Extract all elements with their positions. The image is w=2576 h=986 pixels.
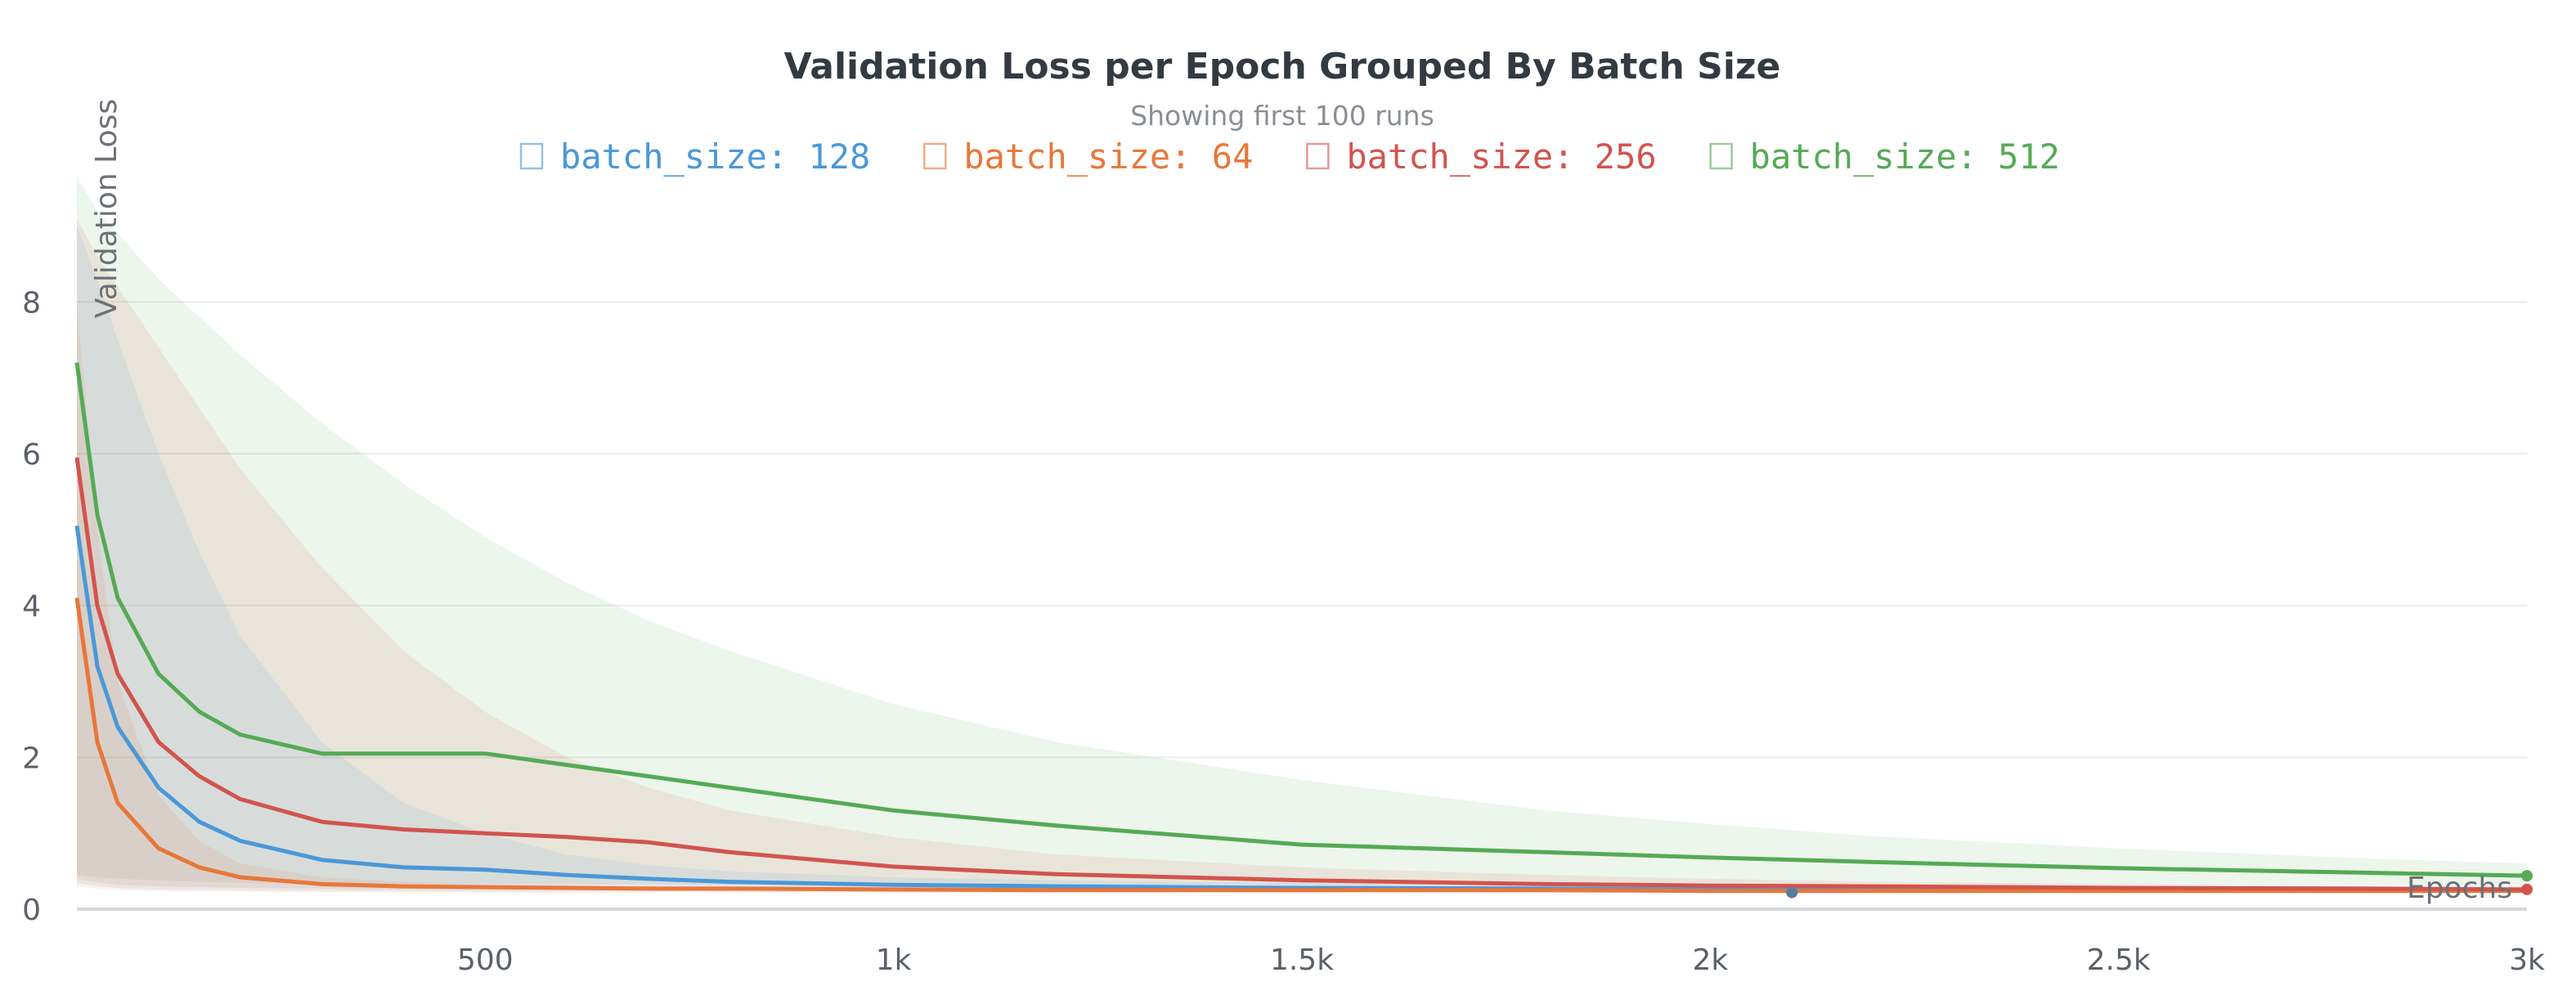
y-tick-label: 4 <box>22 590 41 624</box>
series-line-batch-size-256 <box>74 457 2528 892</box>
legend-swatch <box>1306 142 1330 170</box>
x-tick-label: 2.5k <box>2087 943 2151 977</box>
series-lines <box>74 362 2528 894</box>
series-line-batch-size-64 <box>74 597 2527 894</box>
series-line-batch-size-512 <box>74 362 2528 878</box>
point-marker <box>1786 886 1798 899</box>
chart-subtitle: Showing first 100 runs <box>1130 100 1434 132</box>
point-marker <box>2521 883 2533 895</box>
x-axis-ticks: 500 1k 1.5k 2k 2.5k 3k <box>457 943 2545 977</box>
legend-item[interactable]: batch_size: 64 <box>923 137 1253 177</box>
legend-swatch <box>923 142 947 170</box>
gridlines <box>77 301 2527 911</box>
legend-label: batch_size: 256 <box>1346 137 1656 177</box>
legend-swatch <box>1709 142 1733 170</box>
legend: batch_size: 128 batch_size: 64 batch_size:… <box>519 137 2060 177</box>
x-tick-label: 500 <box>457 943 514 977</box>
legend-swatch <box>519 142 544 170</box>
y-tick-label: 2 <box>22 742 41 775</box>
band-batch-size-128 <box>77 226 2527 893</box>
chart-title: Validation Loss per Epoch Grouped By Bat… <box>784 46 1781 87</box>
legend-label: batch_size: 128 <box>560 137 870 177</box>
y-axis-label: Validation Loss <box>90 99 123 318</box>
legend-label: batch_size: 64 <box>963 137 1253 177</box>
x-tick-label: 1k <box>876 943 912 977</box>
x-axis-label: Epochs <box>2407 872 2512 905</box>
legend-item[interactable]: batch_size: 256 <box>1306 137 1657 177</box>
confidence-bands <box>77 177 2527 893</box>
legend-item[interactable]: batch_size: 512 <box>1709 137 2060 177</box>
y-tick-label: 8 <box>22 286 41 320</box>
legend-item[interactable]: batch_size: 128 <box>519 137 870 177</box>
y-axis-ticks: 0 2 4 6 8 <box>22 286 41 927</box>
x-tick-label: 2k <box>1692 943 1728 977</box>
band-batch-size-512 <box>77 177 2527 885</box>
legend-label: batch_size: 512 <box>1750 137 2060 177</box>
x-tick-label: 3k <box>2509 943 2545 977</box>
y-tick-label: 6 <box>22 438 41 472</box>
end-markers <box>1786 870 2533 899</box>
point-marker <box>2521 870 2533 882</box>
x-tick-label: 1.5k <box>1270 943 1334 977</box>
y-tick-label: 0 <box>22 894 41 927</box>
